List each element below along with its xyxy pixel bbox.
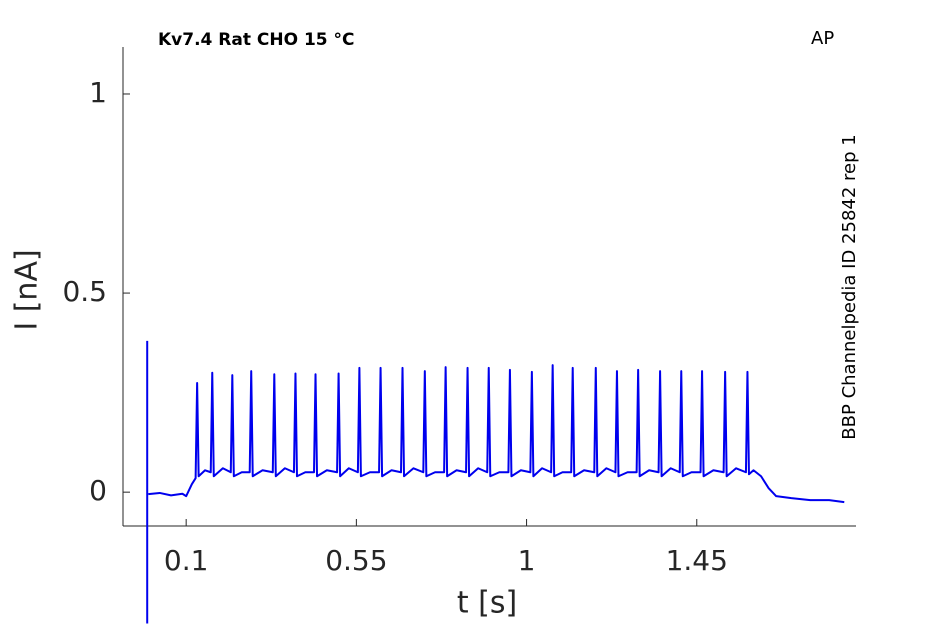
x-tick-label: 1.45 — [666, 544, 728, 577]
x-axis-label: t [s] — [457, 586, 517, 621]
x-tick-label: 0.1 — [164, 544, 209, 577]
annotation: AP — [811, 28, 834, 49]
x-tick-label: 1 — [518, 544, 536, 577]
side-note: BBP Channelpedia ID 25842 rep 1 — [839, 134, 860, 439]
y-tick-label: 1 — [89, 76, 107, 109]
trace — [146, 340, 845, 624]
y-tick-label: 0 — [89, 474, 107, 507]
x-tick-label: 0.55 — [325, 544, 387, 577]
chart-title: Kv7.4 Rat CHO 15 °C — [158, 30, 355, 50]
y-tick-label: 0.5 — [62, 275, 107, 308]
y-axis-label: I [nA] — [10, 249, 45, 330]
